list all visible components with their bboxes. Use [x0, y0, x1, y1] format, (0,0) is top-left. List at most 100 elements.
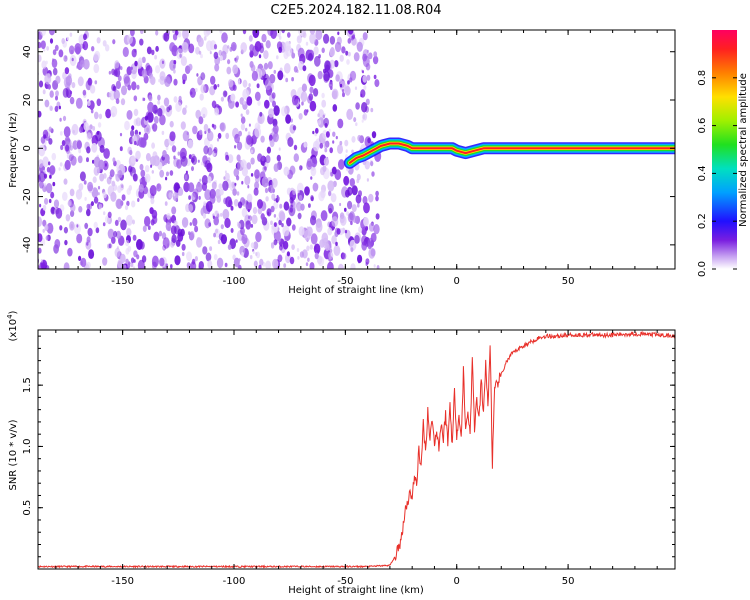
- snr-series-line: [38, 330, 675, 569]
- noise-blob: [335, 241, 338, 246]
- noise-blob: [38, 41, 42, 49]
- noise-blob: [83, 180, 87, 185]
- noise-blob: [346, 211, 349, 216]
- noise-blob: [317, 256, 325, 267]
- noise-blob: [236, 141, 243, 151]
- noise-blob: [117, 75, 122, 82]
- noise-blob: [209, 246, 213, 252]
- noise-blob: [200, 161, 204, 166]
- noise-blob: [200, 84, 206, 94]
- noise-blob: [159, 257, 165, 267]
- noise-blob: [358, 226, 363, 233]
- noise-blob: [341, 89, 345, 93]
- noise-blob: [222, 90, 228, 98]
- noise-blob: [254, 169, 260, 179]
- noise-blob: [175, 30, 179, 36]
- noise-blob: [344, 229, 348, 234]
- noise-blob: [120, 253, 126, 263]
- noise-blob: [241, 207, 248, 218]
- noise-blob: [143, 97, 146, 101]
- noise-blob: [235, 101, 240, 108]
- noise-blob: [345, 189, 350, 198]
- noise-blob: [69, 221, 75, 231]
- colorbar-tick-label: 0.8: [697, 70, 708, 86]
- noise-blob: [213, 147, 218, 154]
- noise-blob: [97, 122, 102, 128]
- noise-blob: [194, 225, 199, 233]
- noise-blob: [121, 194, 126, 201]
- noise-blob: [301, 83, 307, 92]
- noise-blob: [247, 209, 250, 213]
- noise-blob: [328, 251, 334, 260]
- noise-blob: [150, 164, 153, 168]
- noise-blob: [252, 30, 260, 39]
- noise-blob: [227, 154, 234, 164]
- noise-blob: [366, 74, 371, 81]
- noise-blob: [130, 257, 135, 264]
- noise-blob: [354, 234, 360, 244]
- noise-blob: [142, 225, 147, 232]
- noise-blob: [219, 55, 223, 62]
- noise-blob: [315, 30, 323, 41]
- noise-blob: [259, 258, 264, 266]
- noise-blob: [74, 223, 81, 235]
- noise-blob: [95, 227, 100, 234]
- noise-blob: [217, 132, 222, 139]
- noise-blob: [96, 37, 101, 44]
- noise-blob: [323, 157, 329, 166]
- noise-blob: [279, 244, 283, 251]
- noise-blob: [325, 131, 330, 138]
- noise-blob: [227, 45, 230, 49]
- noise-blob: [323, 70, 330, 82]
- noise-blob: [339, 140, 343, 146]
- noise-blob: [282, 240, 289, 250]
- noise-blob: [297, 212, 302, 220]
- noise-blob: [130, 129, 135, 137]
- noise-blob: [114, 247, 121, 258]
- y-tick-label: 1.0: [22, 438, 33, 454]
- noise-blob: [308, 74, 316, 87]
- noise-blob: [38, 247, 42, 254]
- noise-blob: [352, 215, 358, 223]
- noise-blob: [361, 102, 368, 113]
- noise-blob: [161, 60, 165, 65]
- noise-blob: [321, 92, 325, 99]
- noise-blob: [79, 126, 83, 133]
- noise-blob: [54, 105, 59, 112]
- noise-blob: [59, 225, 63, 231]
- noise-blob: [264, 99, 270, 109]
- noise-blob: [176, 48, 184, 60]
- noise-blob: [65, 75, 73, 86]
- noise-blob: [192, 125, 198, 135]
- x-tick-label: -50: [337, 576, 353, 587]
- noise-blob: [84, 222, 89, 229]
- noise-blob: [103, 211, 106, 216]
- noise-blob: [145, 153, 151, 162]
- snr-panel: -150 -100 -50 0 50 0.5 1.0 1.5 Height of straig…: [6, 310, 676, 596]
- noise-blob: [367, 242, 372, 250]
- noise-blob: [58, 105, 62, 110]
- noise-blob: [354, 86, 358, 90]
- noise-blob: [134, 60, 138, 67]
- noise-blob: [86, 261, 91, 269]
- noise-blob: [65, 144, 70, 152]
- noise-blob: [173, 60, 177, 65]
- noise-blob: [357, 203, 360, 208]
- noise-blob: [219, 188, 224, 196]
- noise-blob: [291, 95, 299, 106]
- noise-blob: [310, 195, 314, 201]
- noise-blob: [216, 138, 220, 142]
- noise-blob: [150, 219, 155, 226]
- noise-blob: [166, 171, 169, 177]
- noise-blob: [257, 100, 261, 106]
- noise-blob: [257, 115, 263, 124]
- noise-blob: [174, 225, 180, 235]
- noise-blob: [38, 233, 43, 243]
- noise-blob: [92, 176, 97, 183]
- noise-blob: [271, 178, 278, 188]
- noise-blob: [60, 144, 64, 151]
- noise-blob: [306, 245, 310, 252]
- noise-blob: [40, 259, 44, 263]
- noise-blob: [271, 225, 274, 230]
- noise-blob: [112, 157, 116, 163]
